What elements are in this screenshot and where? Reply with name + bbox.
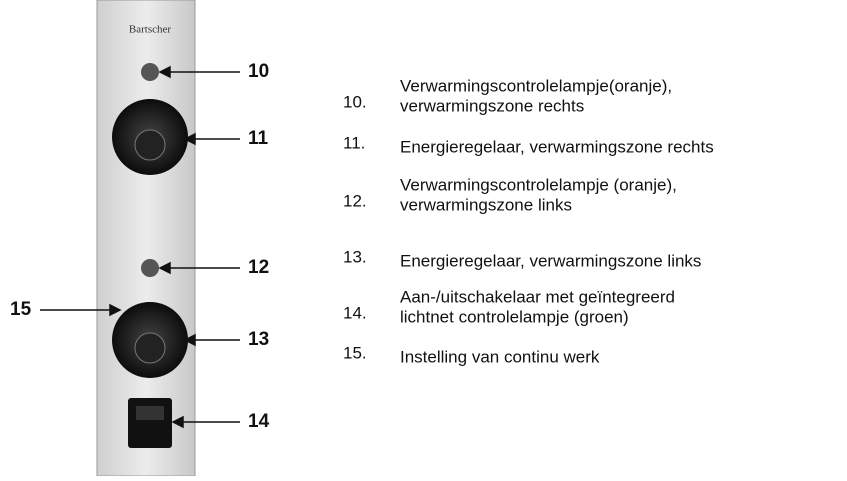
callout: 15 [10, 299, 32, 320]
switch [128, 398, 172, 448]
legend-number: 15. [343, 343, 367, 362]
knob-center [135, 130, 165, 160]
switch-rocker [136, 406, 164, 420]
legend-text: Instelling van continu werk [400, 347, 600, 366]
callout: 13 [248, 329, 269, 350]
legend: 10.Verwarmingscontrolelampje(oranje),ver… [343, 76, 714, 366]
legend-text: lichtnet controlelampje (groen) [400, 307, 629, 326]
legend-number: 11. [343, 133, 365, 152]
knob-center [135, 333, 165, 363]
legend-text: Aan-/uitschakelaar met geïntegreerd [400, 287, 675, 306]
callout: 11 [248, 128, 269, 149]
legend-number: 14. [343, 303, 367, 322]
brand: Bartscher [129, 24, 171, 36]
legend-text: Energieregelaar, verwarmingszone rechts [400, 137, 714, 156]
lamp [141, 259, 159, 277]
legend-text: verwarmingszone links [400, 195, 572, 214]
callout: 12 [248, 257, 269, 278]
legend-text: Verwarmingscontrolelampje (oranje), [400, 175, 677, 194]
lamp [141, 63, 159, 81]
diagram: Bartscher 10 11 12 13 14 15 10. Verwarmin… [0, 0, 847, 476]
legend-number: 13. [343, 247, 367, 266]
callout: 10 [248, 61, 269, 82]
page: Bartscher 10 11 12 13 14 15 10. Verwarmin… [0, 0, 847, 476]
legend-number: 12. [343, 191, 367, 210]
legend-number: 10. [343, 92, 367, 111]
legend-text: Energieregelaar, verwarmingszone links [400, 251, 701, 270]
legend-text: Verwarmingscontrolelampje(oranje), [400, 76, 672, 95]
legend-text: verwarmingszone rechts [400, 96, 584, 115]
callout: 14 [248, 411, 270, 432]
